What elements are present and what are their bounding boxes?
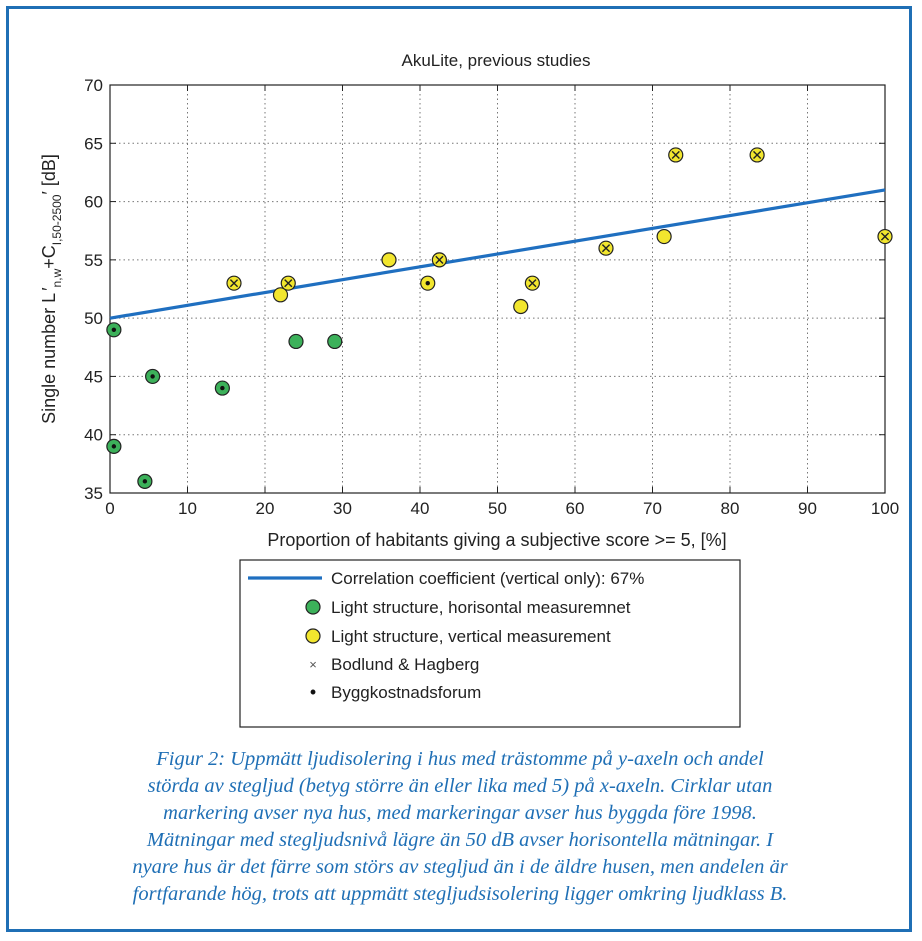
y-tick-label: 65 xyxy=(84,134,103,153)
x-tick-label: 30 xyxy=(333,499,352,518)
marker-byggkostnadsforum xyxy=(220,386,224,390)
data-marks xyxy=(107,148,892,488)
y-tick-label: 70 xyxy=(84,76,103,95)
x-tick-label: 40 xyxy=(411,499,430,518)
y-axis-label: Single number L′n,w+CI,50-2500′ [dB] xyxy=(39,154,64,424)
x-tick-label: 80 xyxy=(721,499,740,518)
axis-ticks: 0 10 20 30 40 50 60 70 80 90 100 35 40 45 50 55 60 65 70 xyxy=(84,76,899,518)
y-tick-label: 55 xyxy=(84,251,103,270)
caption-line: nyare hus är det färre som störs av steg… xyxy=(60,854,860,881)
marker-byggkostnadsforum xyxy=(112,328,116,332)
x-tick-label: 60 xyxy=(566,499,585,518)
x-tick-label: 10 xyxy=(178,499,197,518)
x-tick-label: 100 xyxy=(871,499,899,518)
grid xyxy=(110,85,885,493)
y-tick-label: 40 xyxy=(84,426,103,445)
caption-line: störda av stegljud (betyg större än elle… xyxy=(60,773,860,800)
point-vertical xyxy=(382,253,396,267)
point-vertical xyxy=(657,230,671,244)
legend: × • Correlation coefficient (vertical only… xyxy=(240,560,740,727)
marker-byggkostnadsforum xyxy=(112,444,116,448)
legend-label: Light structure, vertical measurement xyxy=(331,627,611,646)
legend-green-swatch xyxy=(306,600,320,614)
point-horizontal xyxy=(328,334,342,348)
legend-label: Bodlund & Hagberg xyxy=(331,655,479,674)
point-horizontal xyxy=(289,334,303,348)
caption-line: markering avser nya hus, med markeringar… xyxy=(60,800,860,827)
caption-line: Mätningar med stegljudsnivå lägre än 50 … xyxy=(60,827,860,854)
x-tick-label: 70 xyxy=(643,499,662,518)
marker-byggkostnadsforum xyxy=(426,281,430,285)
legend-label: Correlation coefficient (vertical only):… xyxy=(331,569,644,588)
y-axis-label-sub2: I,50-2500 xyxy=(50,194,64,245)
x-tick-label: 0 xyxy=(105,499,114,518)
y-tick-label: 45 xyxy=(84,367,103,386)
marker-byggkostnadsforum xyxy=(150,374,154,378)
chart-title: AkuLite, previous studies xyxy=(402,51,591,70)
y-tick-label: 60 xyxy=(84,193,103,212)
x-tick-label: 20 xyxy=(256,499,275,518)
y-axis-label-sub1: n,w xyxy=(50,268,64,287)
x-tick-label: 90 xyxy=(798,499,817,518)
legend-yellow-swatch xyxy=(306,629,320,643)
legend-label: Light structure, horisontal measuremnet xyxy=(331,598,631,617)
correlation-line xyxy=(110,190,885,318)
point-vertical xyxy=(514,299,528,313)
legend-label: Byggkostnadsforum xyxy=(331,683,481,702)
legend-dot-symbol: • xyxy=(310,682,316,702)
caption-line: Figur 2: Uppmätt ljudisolering i hus med… xyxy=(60,746,860,773)
marker-byggkostnadsforum xyxy=(143,479,147,483)
x-tick-label: 50 xyxy=(488,499,507,518)
caption-line: fortfarande hög, trots att uppmätt stegl… xyxy=(60,881,860,908)
y-tick-label: 35 xyxy=(84,484,103,503)
legend-x-symbol: × xyxy=(309,657,317,672)
y-axis-label-main: Single number L xyxy=(39,293,59,424)
y-axis-label-unit: [dB] xyxy=(39,154,59,191)
y-axis-label-plus: +C xyxy=(39,245,59,269)
y-tick-label: 50 xyxy=(84,309,103,328)
figure-caption: Figur 2: Uppmätt ljudisolering i hus med… xyxy=(60,746,860,908)
x-axis-label: Proportion of habitants giving a subject… xyxy=(267,530,726,550)
